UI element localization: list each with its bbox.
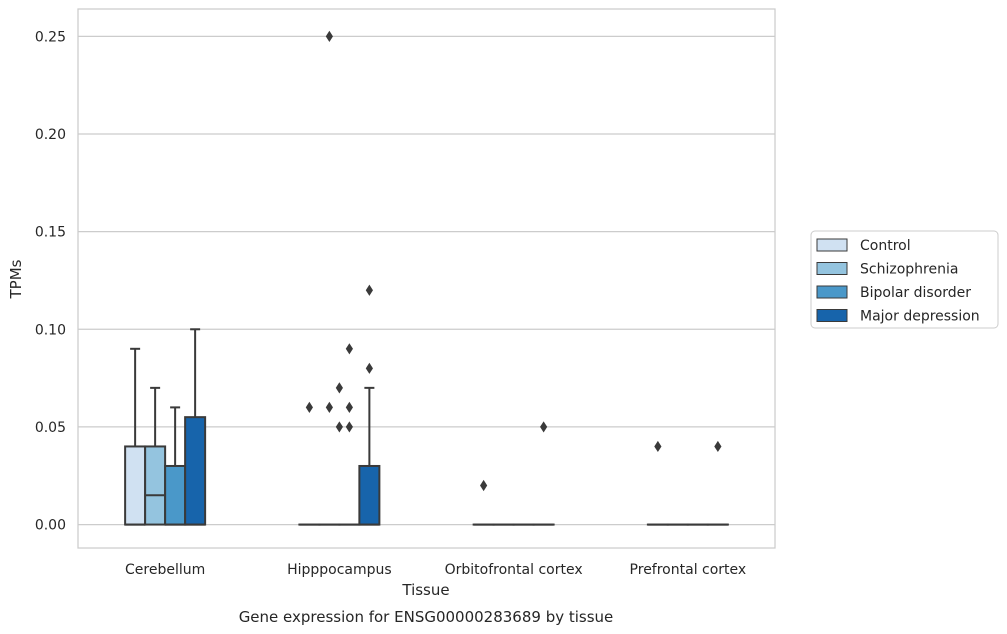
outlier-point: [714, 440, 722, 453]
legend-label: Schizophrenia: [860, 262, 958, 278]
outlier-point: [540, 421, 548, 433]
legend-label: Major depression: [860, 309, 980, 325]
outlier-point: [335, 421, 343, 433]
x-axis-ticks: Cerebellum Hipppocampus Orbitofrontal cort…: [125, 562, 746, 578]
legend-label: Control: [860, 238, 911, 254]
x-axis-label: Tissue: [401, 581, 449, 599]
outlier-point: [305, 401, 313, 413]
y-tick-label: 0.10: [35, 322, 66, 338]
box-3-0: [184, 416, 207, 526]
box-1-0: [144, 445, 167, 526]
legend-frame: [810, 230, 999, 329]
y-axis-ticks: 0.00 0.05 0.10 0.15 0.20 0.25: [35, 29, 66, 533]
outlier-point: [325, 30, 333, 42]
legend-label: Bipolar disorder: [860, 285, 971, 301]
y-tick-label: 0.00: [35, 518, 66, 534]
outlier-point: [365, 284, 373, 296]
y-tick-label: 0.05: [35, 420, 66, 436]
y-axis-label: TPMs: [7, 259, 25, 299]
legend: Control Schizophrenia Bipolar disorder Majo…: [810, 230, 999, 329]
box-3-1: [358, 464, 381, 526]
outlier-point: [335, 382, 343, 394]
x-tick-label: Cerebellum: [125, 562, 205, 578]
outlier-point: [365, 362, 373, 374]
grid-lines: [78, 35, 775, 526]
plot-frame: [77, 8, 776, 549]
x-tick-label: Prefrontal cortex: [630, 562, 747, 578]
outlier-point: [345, 343, 353, 355]
legend-swatch: [816, 262, 848, 275]
outlier-point: [345, 421, 353, 433]
outlier-point: [345, 401, 353, 413]
outlier-point: [654, 440, 662, 453]
legend-swatch: [816, 309, 848, 322]
y-tick-label: 0.20: [35, 127, 66, 143]
box-2-0: [164, 464, 187, 526]
chart-title: Gene expression for ENSG00000283689 by t…: [239, 608, 614, 626]
outlier-point: [480, 479, 488, 492]
x-tick-label: Orbitofrontal cortex: [445, 562, 583, 578]
y-tick-label: 0.15: [35, 225, 66, 241]
y-tick-label: 0.25: [35, 29, 66, 45]
outlier-point: [325, 401, 333, 413]
box-0-0: [124, 445, 147, 526]
x-tick-label: Hipppocampus: [287, 562, 392, 578]
plot-marks: [124, 30, 729, 526]
legend-swatch: [816, 238, 848, 252]
legend-swatch: [816, 285, 848, 299]
